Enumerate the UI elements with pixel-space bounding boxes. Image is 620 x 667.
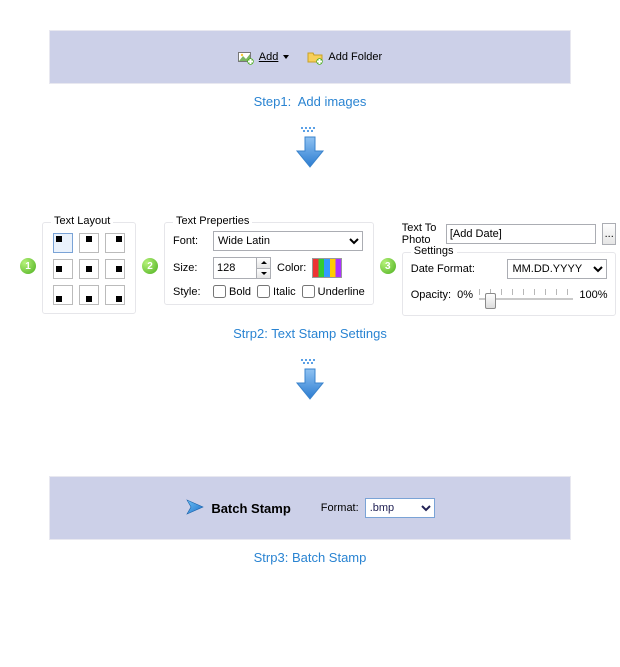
- step1-panel: Add Add Folder: [49, 30, 571, 84]
- right-column: Text To Photo ... Settings Date Format: …: [402, 216, 617, 316]
- play-icon: [185, 497, 205, 520]
- step3-text: Batch Stamp: [292, 550, 366, 565]
- layout-middle-right[interactable]: [105, 259, 125, 279]
- opacity-min: 0%: [457, 289, 473, 301]
- layout-bottom-left[interactable]: [53, 285, 73, 305]
- step1-caption: Step1: Add images: [0, 94, 620, 109]
- add-button[interactable]: Add: [238, 49, 290, 65]
- step3-label: Strp3:: [254, 550, 289, 565]
- layout-middle-left[interactable]: [53, 259, 73, 279]
- add-dropdown-caret-icon[interactable]: [283, 55, 289, 59]
- format-label: Format:: [321, 502, 359, 514]
- format-select[interactable]: .bmp: [365, 498, 435, 518]
- color-label: Color:: [277, 262, 306, 274]
- step2-caption: Strp2: Text Stamp Settings: [0, 326, 620, 341]
- size-label: Size:: [173, 262, 207, 274]
- bold-label: Bold: [229, 286, 251, 298]
- arrow-1: [0, 127, 620, 174]
- layout-bottom-right[interactable]: [105, 285, 125, 305]
- date-format-select[interactable]: MM.DD.YYYY: [507, 259, 607, 279]
- text-layout-title: Text Layout: [51, 215, 113, 227]
- font-select[interactable]: Wide Latin: [213, 231, 363, 251]
- add-folder-button[interactable]: Add Folder: [307, 49, 382, 65]
- text-properties-title: Text Preperties: [173, 215, 252, 227]
- step2-text: Text Stamp Settings: [271, 326, 387, 341]
- bold-checkbox[interactable]: Bold: [213, 285, 251, 298]
- step2-panel: 1 Text Layout 2 Text Preperties Font: Wi…: [20, 216, 600, 316]
- italic-label: Italic: [273, 286, 296, 298]
- size-spinner[interactable]: [213, 257, 271, 279]
- step3-caption: Strp3: Batch Stamp: [0, 550, 620, 565]
- underline-label: Underline: [318, 286, 365, 298]
- step3-panel: Batch Stamp Format: .bmp: [49, 476, 571, 540]
- folder-add-icon: [307, 49, 323, 65]
- badge-3-icon: 3: [380, 258, 396, 274]
- size-input[interactable]: [214, 258, 256, 278]
- color-picker[interactable]: [312, 258, 342, 278]
- opacity-max: 100%: [579, 289, 607, 301]
- badge-1-icon: 1: [20, 258, 36, 274]
- step1-text: Add images: [298, 94, 367, 109]
- add-folder-label: Add Folder: [328, 51, 382, 63]
- batch-stamp-button[interactable]: Batch Stamp: [185, 497, 290, 520]
- size-up-button[interactable]: [256, 258, 270, 269]
- settings-group: Settings Date Format: MM.DD.YYYY Opacity…: [402, 252, 617, 316]
- opacity-label: Opacity:: [411, 289, 451, 301]
- italic-checkbox[interactable]: Italic: [257, 285, 296, 298]
- step2-label: Strp2:: [233, 326, 268, 341]
- style-label: Style:: [173, 286, 207, 298]
- batch-stamp-label: Batch Stamp: [211, 501, 290, 516]
- opacity-slider[interactable]: [479, 285, 573, 305]
- image-add-icon: [238, 49, 254, 65]
- layout-top-left[interactable]: [53, 233, 73, 253]
- size-down-button[interactable]: [256, 269, 270, 279]
- layout-bottom-center[interactable]: [79, 285, 99, 305]
- step1-label: Step1:: [254, 94, 292, 109]
- text-to-photo-label: Text To Photo: [402, 222, 440, 246]
- badge-2-icon: 2: [142, 258, 158, 274]
- add-label: Add: [259, 51, 279, 63]
- date-format-label: Date Format:: [411, 263, 475, 275]
- underline-checkbox[interactable]: Underline: [302, 285, 365, 298]
- layout-top-center[interactable]: [79, 233, 99, 253]
- settings-title: Settings: [411, 245, 457, 257]
- layout-middle-center[interactable]: [79, 259, 99, 279]
- text-layout-group: Text Layout: [42, 222, 136, 314]
- text-to-photo-input[interactable]: [446, 224, 596, 244]
- text-to-photo-browse-button[interactable]: ...: [602, 223, 617, 245]
- arrow-2: [0, 359, 620, 406]
- layout-top-right[interactable]: [105, 233, 125, 253]
- font-label: Font:: [173, 235, 207, 247]
- text-properties-group: Text Preperties Font: Wide Latin Size: C…: [164, 222, 374, 305]
